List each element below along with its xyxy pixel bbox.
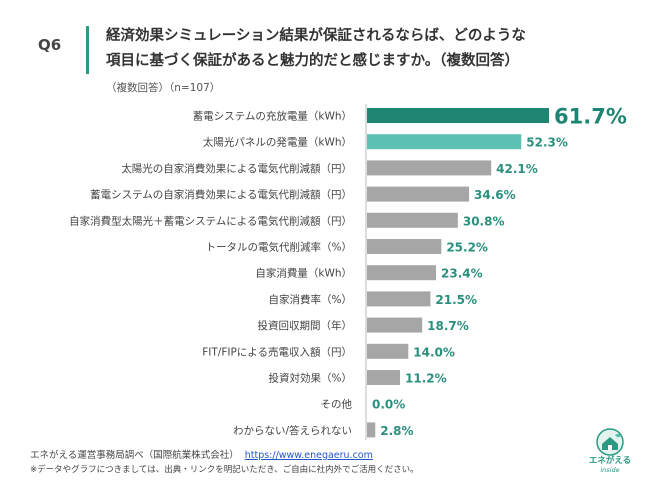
- category-label: その他: [321, 398, 353, 411]
- category-label: 蓄電システムの自家消費効果による電気代削減額（円）: [90, 188, 352, 201]
- value-label: 11.2%: [405, 372, 447, 386]
- enegaeru-logo: エネがえる inside: [585, 428, 635, 484]
- category-label: トータルの電気代削減率（%）: [206, 241, 352, 254]
- question-title: 経済効果シミュレーション結果が保証されるならば、どのような 項目に基づく保証があ…: [106, 24, 646, 74]
- footer-source-text: エネがえる運営事務局調べ（国際航業株式会社）: [30, 450, 239, 461]
- bar: [367, 134, 522, 150]
- question-subtitle: （複数回答）（n=107）: [106, 82, 221, 94]
- question-title-line-1: 経済効果シミュレーション結果が保証されるならば、どのような: [106, 28, 526, 44]
- value-label: 21.5%: [435, 293, 477, 307]
- value-label: 2.8%: [380, 424, 413, 438]
- category-label: 自家消費率（%）: [269, 293, 352, 306]
- bar: [367, 108, 549, 123]
- logo-sub: inside: [600, 466, 620, 474]
- bar-chart: 蓄電システムの充放電量（kWh） 61.7% 太陽光パネルの発電量（kWh） 52.3…: [69, 104, 627, 440]
- bar: [367, 160, 492, 176]
- category-label: 太陽光の自家消費効果による電気代削減額（円）: [121, 162, 352, 175]
- bar: [367, 186, 470, 202]
- value-label: 23.4%: [441, 267, 483, 281]
- category-label: 蓄電システムの充放電量（kWh）: [193, 110, 352, 123]
- bar: [367, 317, 423, 333]
- logo-name: エネがえる: [588, 456, 632, 466]
- bar: [367, 370, 401, 385]
- value-label: 18.7%: [427, 319, 469, 333]
- house-leaf-icon: [596, 428, 624, 456]
- category-label: 太陽光パネルの発電量（kWh）: [203, 136, 352, 149]
- category-label: わからない/答えられない: [233, 424, 352, 437]
- question-number: Q6: [38, 36, 62, 54]
- footer-source: エネがえる運営事務局調べ（国際航業株式会社） https://www.enegae…: [30, 447, 373, 461]
- footer-note: ※データやグラフにつきましては、出典・リンクを明記いただき、ご自由に社内外でご活…: [30, 465, 419, 475]
- value-label: 14.0%: [413, 345, 455, 359]
- footer-link[interactable]: https://www.enegaeru.com: [244, 450, 373, 461]
- question-title-line-2: 項目に基づく保証があると魅力的だと感じますか。（複数回答）: [106, 53, 519, 69]
- bar: [367, 291, 431, 307]
- bar: [367, 422, 376, 438]
- bar: [367, 239, 442, 254]
- category-label: FIT/FIPによる売電収入額（円）: [202, 345, 352, 358]
- value-label: 52.3%: [526, 136, 568, 150]
- bar: [367, 212, 458, 228]
- title-accent-bar: [86, 26, 89, 74]
- bar: [367, 343, 409, 359]
- category-label: 自家消費量（kWh）: [255, 267, 352, 280]
- value-label: 25.2%: [446, 241, 488, 255]
- value-label: 61.7%: [554, 105, 627, 129]
- category-label: 投資対効果（%）: [269, 372, 352, 385]
- value-label: 30.8%: [463, 214, 505, 228]
- category-label: 投資回収期間（年）: [258, 319, 353, 332]
- value-label: 0.0%: [372, 398, 405, 412]
- value-label: 34.6%: [474, 188, 516, 202]
- category-label: 自家消費型太陽光＋蓄電システムによる電気代削減額（円）: [69, 214, 352, 227]
- value-label: 42.1%: [496, 162, 538, 176]
- bar: [367, 265, 437, 281]
